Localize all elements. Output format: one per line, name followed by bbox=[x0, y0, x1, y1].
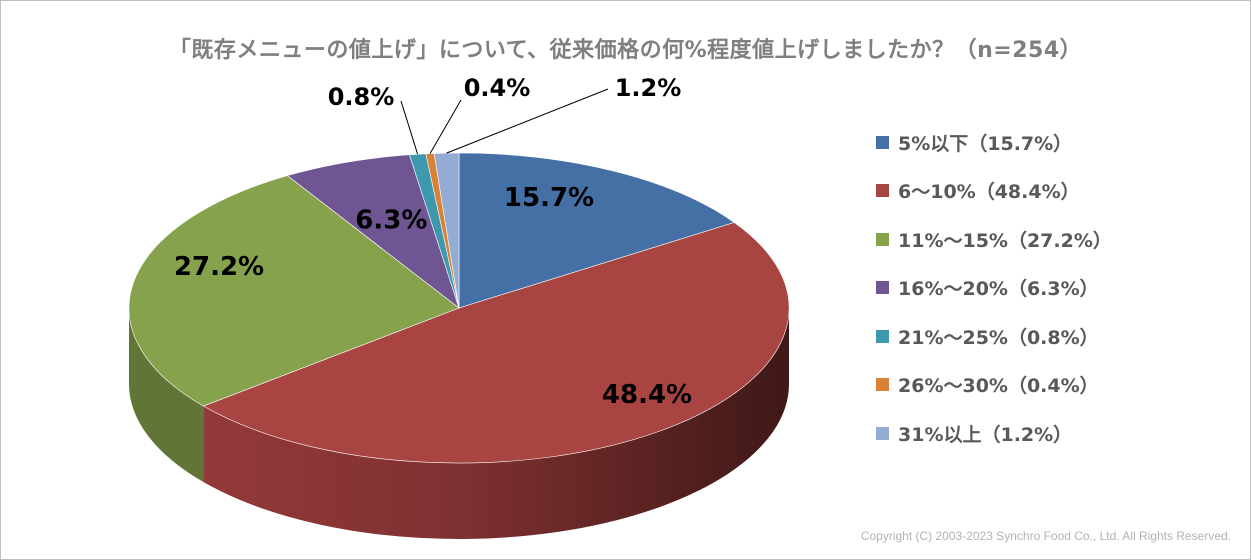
leader-line-6 bbox=[446, 88, 609, 154]
copyright-notice: Copyright (C) 2003-2023 Synchro Food Co.… bbox=[860, 529, 1231, 543]
legend-item: 21%〜25%（0.8%） bbox=[876, 312, 1112, 361]
pie-side-2 bbox=[129, 308, 204, 483]
leader-line-5 bbox=[429, 99, 462, 154]
legend-swatch bbox=[876, 281, 889, 295]
pie-slice-0 bbox=[458, 152, 735, 309]
legend: 5%以下（15.7%） 6〜10%（48.4%） 11%〜15%（27.2%） … bbox=[876, 118, 1112, 458]
data-label-1: 48.4% bbox=[602, 380, 692, 410]
data-label-6: 1.2% bbox=[615, 74, 682, 102]
legend-swatch bbox=[876, 329, 889, 343]
legend-item: 26%〜30%（0.4%） bbox=[876, 361, 1112, 410]
legend-label: 16%〜20%（6.3%） bbox=[898, 278, 1099, 301]
legend-item: 31%以上（1.2%） bbox=[876, 409, 1112, 458]
legend-item: 11%〜15%（27.2%） bbox=[876, 215, 1112, 264]
data-label-4: 0.8% bbox=[328, 83, 395, 111]
legend-swatch bbox=[876, 378, 889, 392]
pie-top bbox=[128, 152, 790, 464]
pie-labels: 15.7% 48.4% 27.2% 6.3% 0.8% 0.4% 1.2% bbox=[174, 74, 692, 410]
legend-swatch bbox=[876, 135, 889, 149]
chart-title: 「既存メニューの値上げ」について、従来価格の何%程度値上げしましたか？（n=25… bbox=[168, 38, 1083, 63]
pie-slice-3 bbox=[286, 154, 460, 309]
legend-label: 31%以上（1.2%） bbox=[898, 423, 1073, 446]
legend-label: 5%以下（15.7%） bbox=[898, 132, 1073, 155]
pie-slice-1 bbox=[202, 222, 790, 464]
legend-label: 6〜10%（48.4%） bbox=[898, 181, 1080, 204]
pie-slice-2 bbox=[128, 175, 460, 407]
legend-label: 26%〜30%（0.4%） bbox=[898, 375, 1099, 398]
legend-item: 16%〜20%（6.3%） bbox=[876, 264, 1112, 313]
leader-line-4 bbox=[400, 100, 419, 155]
data-label-3: 6.3% bbox=[355, 206, 427, 236]
legend-swatch bbox=[876, 426, 889, 440]
legend-label: 21%〜25%（0.8%） bbox=[898, 326, 1099, 349]
data-label-0: 15.7% bbox=[504, 183, 594, 213]
pie-leaders bbox=[400, 88, 609, 155]
data-label-5: 0.4% bbox=[464, 74, 531, 102]
pie-sides bbox=[129, 308, 789, 540]
legend-swatch bbox=[876, 184, 889, 198]
pie-side-1 bbox=[203, 308, 789, 540]
legend-item: 6〜10%（48.4%） bbox=[876, 167, 1112, 216]
data-label-2: 27.2% bbox=[174, 252, 264, 282]
legend-item: 5%以下（15.7%） bbox=[876, 118, 1112, 167]
legend-label: 11%〜15%（27.2%） bbox=[898, 229, 1112, 252]
legend-swatch bbox=[876, 232, 889, 246]
